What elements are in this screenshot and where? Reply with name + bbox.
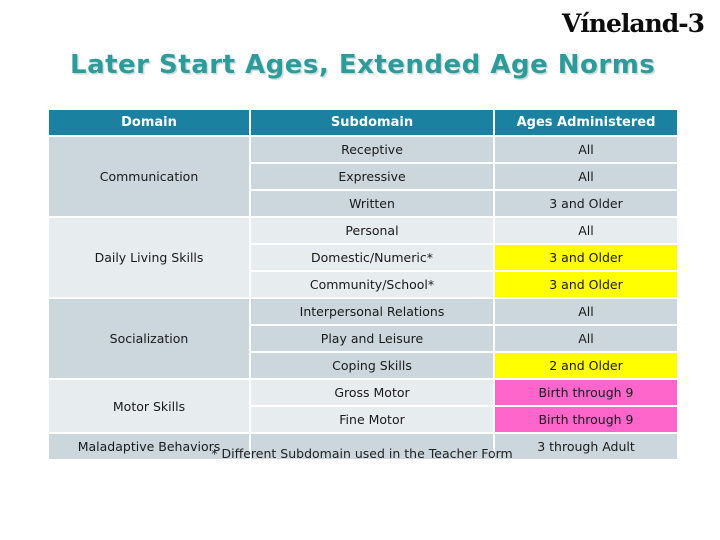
subdomain-cell: Fine Motor (249, 405, 495, 434)
ages-cell: 3 and Older (493, 270, 679, 299)
table-row: Coping Skills 2 and Older (48, 351, 679, 380)
subdomain-cell: Play and Leisure (249, 324, 495, 353)
domain-cell-communication: Communication (47, 135, 251, 218)
ages-cell: 3 through Adult (493, 432, 679, 461)
domain-cell-maladaptive-behaviors: Maladaptive Behaviors (47, 432, 251, 461)
subdomain-cell: Domestic/Numeric* (249, 243, 495, 272)
table-row: Written 3 and Older (48, 189, 679, 218)
ages-cell: All (493, 297, 679, 326)
table-row: Daily Living Skills Personal All (47, 216, 679, 299)
ages-cell: All (493, 162, 679, 191)
table-row: Community/School* 3 and Older (48, 270, 679, 299)
col-header-ages: Ages Administered (493, 108, 679, 137)
page-title: Later Start Ages, Extended Age Norms (70, 50, 656, 80)
domain-cell-motor-skills: Motor Skills (47, 378, 251, 434)
norms-table: Domain Subdomain Ages Administered Commu… (47, 108, 679, 461)
subdomain-cell: Interpersonal Relations (249, 297, 495, 326)
subdomain-cell: Expressive (249, 162, 495, 191)
subdomain-cell (249, 432, 495, 461)
ages-cell: Birth through 9 (493, 378, 679, 407)
subdomain-cell: Personal (249, 216, 495, 245)
header-row: Domain Subdomain Ages Administered (47, 108, 679, 137)
domain-cell-socialization: Socialization (47, 297, 251, 380)
vineland-logo: Víneland-3 (561, 9, 705, 38)
ages-cell: All (493, 324, 679, 353)
subdomain-cell: Written (249, 189, 495, 218)
subdomain-cell: Community/School* (249, 270, 495, 299)
table-row: Socialization Interpersonal Relations Al… (47, 297, 679, 380)
subdomain-cell: Coping Skills (249, 351, 495, 380)
table-row: Maladaptive Behaviors 3 through Adult (47, 432, 679, 461)
ages-cell: 3 and Older (493, 243, 679, 272)
footnote: * Different Subdomain used in the Teache… (211, 446, 513, 461)
domain-cell-daily-living-skills: Daily Living Skills (47, 216, 251, 299)
table-row: Expressive All (48, 162, 679, 191)
ages-cell: All (493, 216, 679, 245)
ages-cell: Birth through 9 (493, 405, 679, 434)
table-row: Play and Leisure All (48, 324, 679, 353)
table-row: Communication Receptive All (47, 135, 679, 218)
col-header-domain: Domain (47, 108, 251, 137)
table-row: Fine Motor Birth through 9 (48, 405, 679, 434)
col-header-subdomain: Subdomain (249, 108, 495, 137)
subdomain-cell: Gross Motor (249, 378, 495, 407)
ages-cell: 3 and Older (493, 189, 679, 218)
ages-cell: 2 and Older (493, 351, 679, 380)
table-row: Domestic/Numeric* 3 and Older (48, 243, 679, 272)
subdomain-cell: Receptive (249, 135, 495, 164)
table-row: Motor Skills Gross Motor Birth through 9 (47, 378, 679, 434)
ages-cell: All (493, 135, 679, 164)
